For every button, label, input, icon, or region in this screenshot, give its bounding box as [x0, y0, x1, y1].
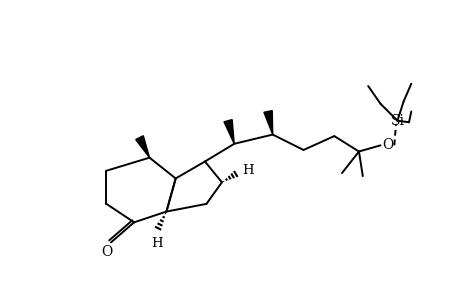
Text: H: H — [242, 164, 253, 177]
Polygon shape — [135, 136, 149, 158]
Text: H: H — [151, 237, 162, 250]
Text: O: O — [382, 138, 393, 152]
Text: Si: Si — [390, 114, 403, 128]
Text: O: O — [101, 244, 112, 259]
Polygon shape — [263, 111, 272, 135]
Polygon shape — [224, 120, 234, 144]
